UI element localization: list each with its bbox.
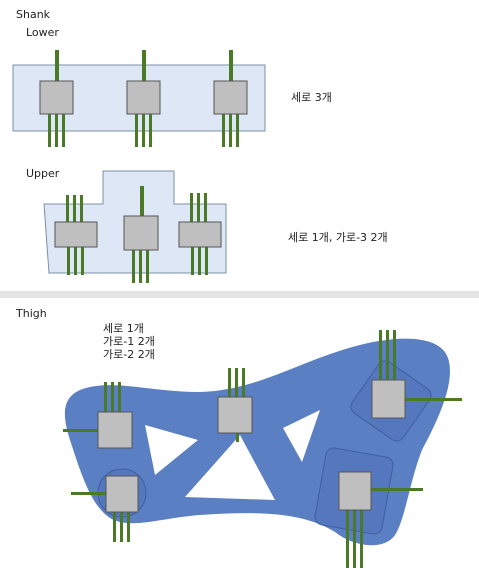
shank-lower-note: 세로 3개 xyxy=(291,91,332,104)
shank-title: Shank xyxy=(16,8,51,21)
lower-sensor-3 xyxy=(213,50,248,147)
thigh-note-2: 가로-1 2개 xyxy=(103,335,155,348)
thigh-sensor-top-left xyxy=(63,382,133,449)
lower-sensor-1 xyxy=(39,50,74,147)
thigh-cutout-2 xyxy=(185,435,275,500)
upper-sensor-center xyxy=(123,186,159,283)
section-separator xyxy=(0,291,479,298)
thigh-title: Thigh xyxy=(16,307,47,320)
thigh-cutout-3 xyxy=(283,410,320,462)
thigh-note-3: 가로-2 2개 xyxy=(103,348,155,361)
thigh-note-1: 세로 1개 xyxy=(103,322,144,335)
thigh-sensor-bottom-right xyxy=(338,471,423,568)
upper-sensor-left xyxy=(54,195,98,275)
shank-lower-title: Lower xyxy=(26,26,59,39)
thigh-cutout-1 xyxy=(145,425,198,475)
thigh-sensor-bottom-left xyxy=(71,475,139,542)
thigh-sensor-top-right xyxy=(371,330,462,419)
upper-sensor-right xyxy=(178,193,222,275)
lower-sensor-2 xyxy=(126,50,161,147)
thigh-sensor-top-center xyxy=(217,368,253,442)
shank-upper-note: 세로 1개, 가로-3 2개 xyxy=(288,231,388,244)
shank-upper-title: Upper xyxy=(26,167,60,180)
